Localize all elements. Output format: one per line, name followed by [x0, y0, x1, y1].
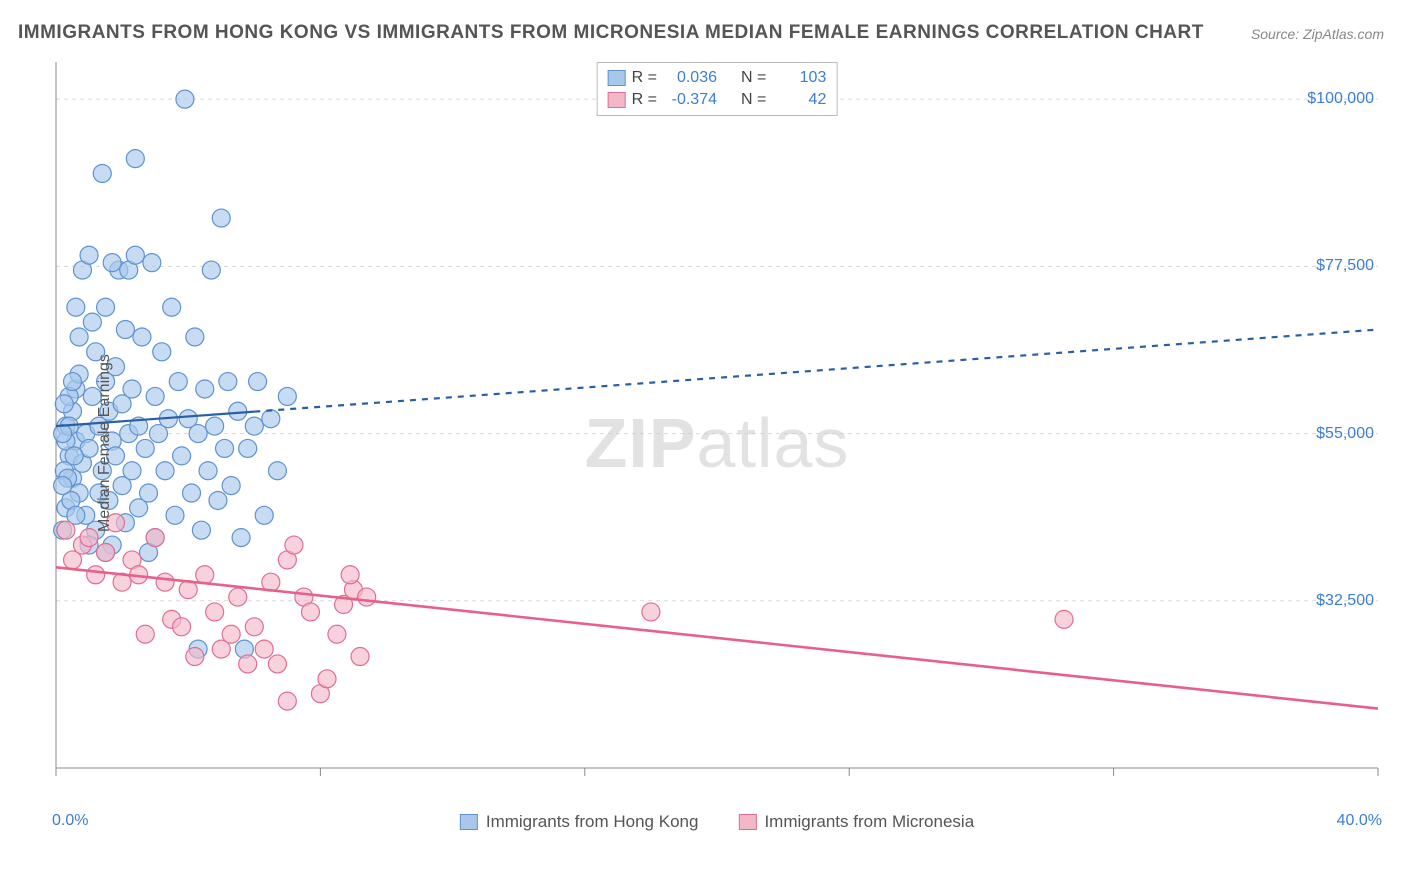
legend-stats: R = 0.036 N = 103 R = -0.374 N = 42 [597, 62, 838, 116]
source-label: Source: ZipAtlas.com [1251, 26, 1384, 42]
n-label: N = [741, 91, 766, 109]
y-tick-label: $55,000 [1316, 425, 1374, 443]
legend-item-hk: Immigrants from Hong Kong [460, 812, 699, 832]
r-value-mic: -0.374 [663, 91, 717, 109]
x-tick-min: 0.0% [52, 812, 88, 830]
legend-label-mic: Immigrants from Micronesia [764, 812, 974, 832]
x-tick-max: 40.0% [1337, 812, 1382, 830]
r-value-hk: 0.036 [663, 69, 717, 87]
swatch-mic-icon [608, 92, 626, 108]
y-tick-label: $77,500 [1316, 257, 1374, 275]
legend-series: Immigrants from Hong Kong Immigrants fro… [460, 812, 974, 832]
n-value-hk: 103 [772, 69, 826, 87]
y-tick-label: $100,000 [1307, 90, 1374, 108]
n-value-mic: 42 [772, 91, 826, 109]
r-label: R = [632, 91, 657, 109]
legend-label-hk: Immigrants from Hong Kong [486, 812, 699, 832]
y-tick-label: $32,500 [1316, 592, 1374, 610]
r-label: R = [632, 69, 657, 87]
swatch-mic-icon [738, 814, 756, 830]
chart-title: IMMIGRANTS FROM HONG KONG VS IMMIGRANTS … [18, 22, 1204, 44]
legend-stats-row: R = 0.036 N = 103 [608, 67, 827, 89]
scatter-plot-svg [52, 58, 1382, 798]
chart-area: Median Female Earnings ZIPatlas R = 0.03… [52, 58, 1382, 828]
swatch-hk-icon [460, 814, 478, 830]
legend-item-mic: Immigrants from Micronesia [738, 812, 974, 832]
legend-stats-row: R = -0.374 N = 42 [608, 89, 827, 111]
n-label: N = [741, 69, 766, 87]
swatch-hk-icon [608, 70, 626, 86]
y-axis-label: Median Female Earnings [96, 354, 114, 532]
